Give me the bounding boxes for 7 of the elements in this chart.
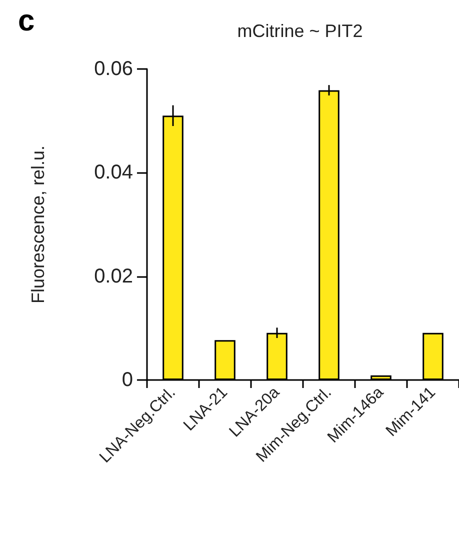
y-axis-title: Fluorescence, rel.u. <box>28 145 48 304</box>
y-tick-label: 0.04 <box>94 162 133 184</box>
chart-title: mCitrine ~ PIT2 <box>237 21 363 41</box>
y-tick-label: 0.06 <box>94 58 133 80</box>
y-tick-label: 0.02 <box>94 265 133 288</box>
y-tick-label: 0 <box>122 369 133 391</box>
text: c <box>18 4 35 38</box>
